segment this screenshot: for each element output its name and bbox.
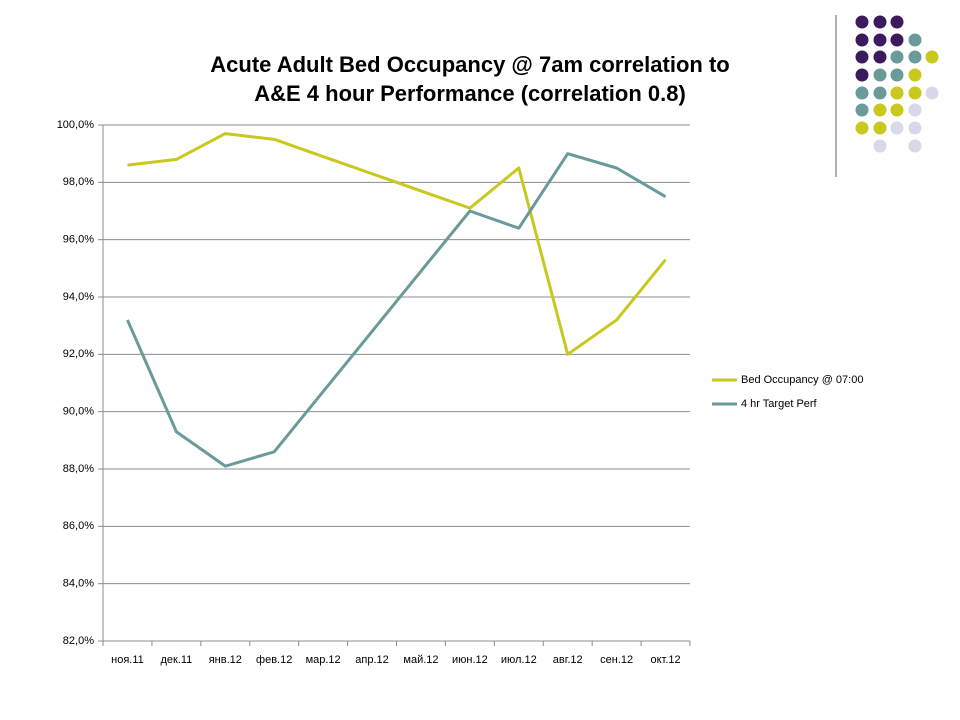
x-tick-label: ноя.11 bbox=[111, 654, 144, 666]
chart-title: A&E 4 hour Performance (correlation 0.8) bbox=[254, 81, 686, 106]
legend-label: Bed Occupancy @ 07:00 bbox=[741, 374, 863, 386]
x-tick-label: дек.11 bbox=[160, 654, 192, 666]
y-tick-label: 96,0% bbox=[63, 234, 94, 246]
x-tick-label: окт.12 bbox=[650, 654, 680, 666]
x-tick-label: янв.12 bbox=[209, 654, 242, 666]
decoration bbox=[835, 15, 939, 177]
x-tick-label: сен.12 bbox=[600, 654, 633, 666]
y-tick-label: 100,0% bbox=[57, 119, 95, 131]
series-line bbox=[127, 132, 667, 356]
chart-title: Acute Adult Bed Occupancy @ 7am correlat… bbox=[210, 52, 729, 77]
y-tick-label: 88,0% bbox=[63, 463, 94, 475]
y-tick-label: 86,0% bbox=[63, 520, 94, 532]
x-tick-label: май.12 bbox=[403, 654, 438, 666]
y-tick-label: 82,0% bbox=[63, 635, 94, 647]
x-tick-label: мар.12 bbox=[306, 654, 341, 666]
x-tick-label: июн.12 bbox=[452, 654, 488, 666]
y-tick-label: 94,0% bbox=[63, 291, 94, 303]
y-tick-label: 84,0% bbox=[63, 578, 94, 590]
x-tick-label: авг.12 bbox=[553, 654, 583, 666]
x-tick-label: апр.12 bbox=[355, 654, 388, 666]
series-line bbox=[126, 152, 667, 468]
y-tick-label: 92,0% bbox=[63, 348, 94, 360]
legend-label: 4 hr Target Perf bbox=[741, 398, 818, 410]
y-tick-label: 90,0% bbox=[63, 406, 94, 418]
dot-pattern bbox=[855, 15, 939, 153]
x-tick-label: фев.12 bbox=[256, 654, 292, 666]
y-tick-label: 98,0% bbox=[63, 176, 94, 188]
x-tick-label: июл.12 bbox=[501, 654, 537, 666]
